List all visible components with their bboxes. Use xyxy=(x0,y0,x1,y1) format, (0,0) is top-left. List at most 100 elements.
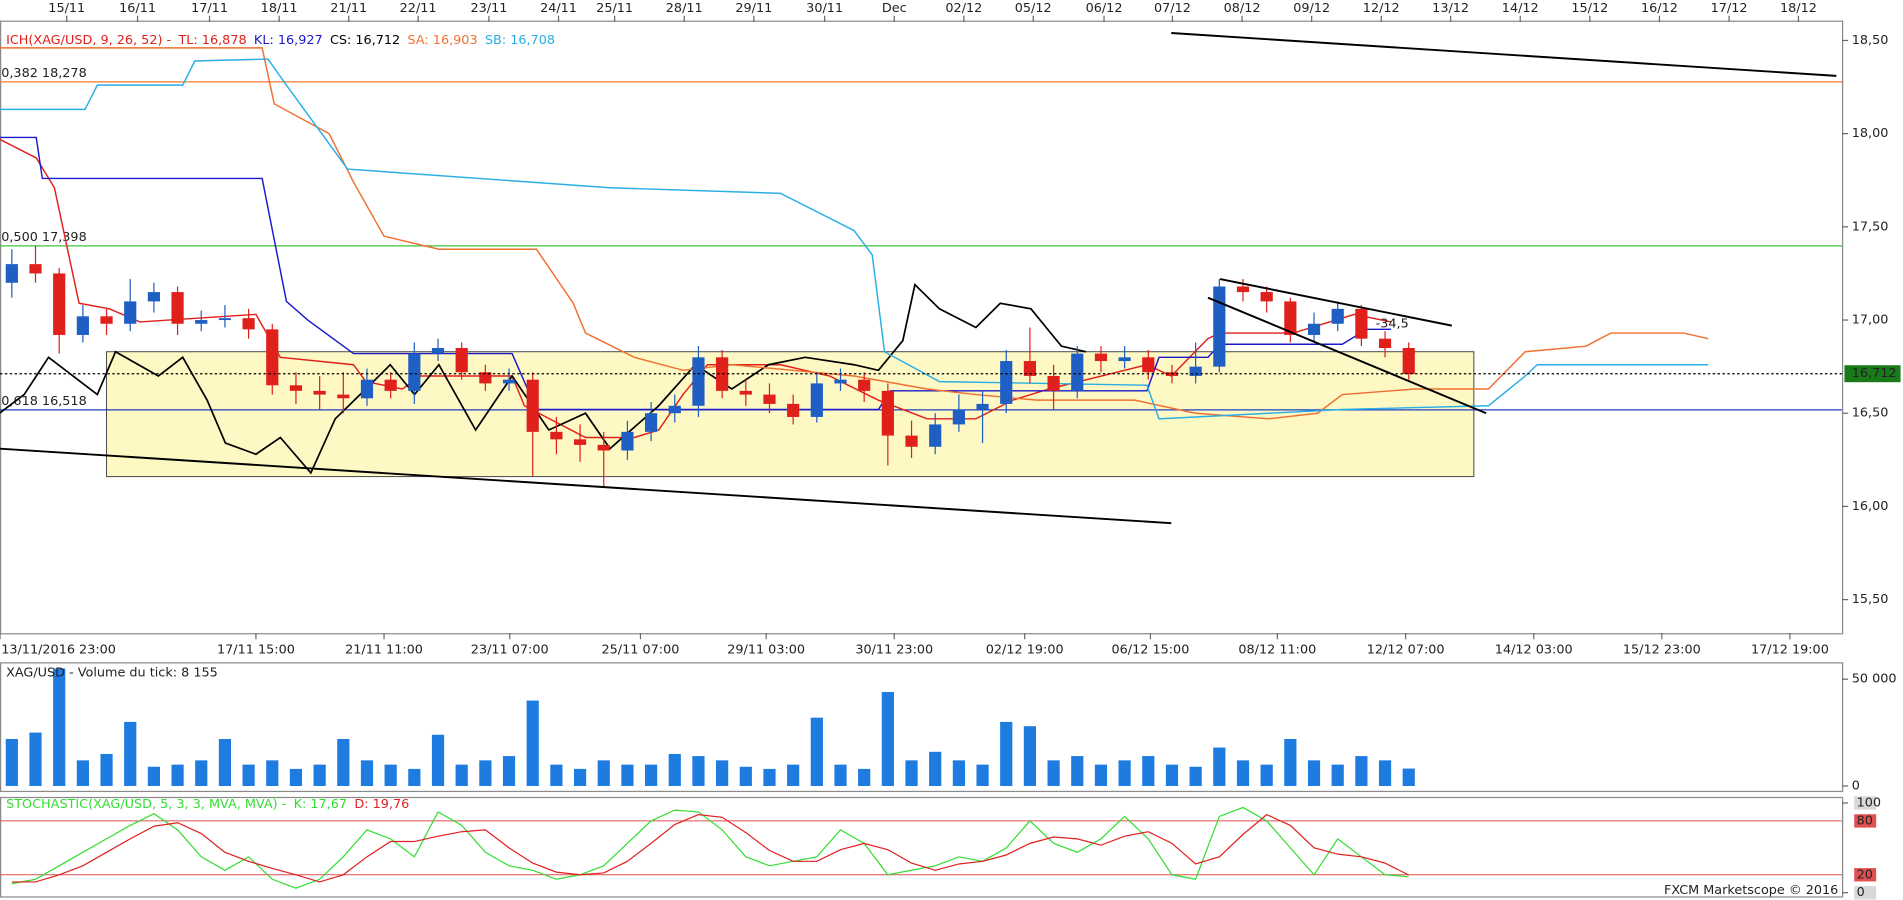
candle-body xyxy=(716,357,729,391)
volume-bar xyxy=(716,760,729,786)
volume-bar xyxy=(1378,760,1392,786)
stochastic-y-tick-label: 20 xyxy=(1857,867,1873,882)
candle-body xyxy=(976,403,989,410)
volume-bar xyxy=(502,756,516,786)
candle-body xyxy=(1000,361,1013,404)
last-price-box xyxy=(1844,365,1901,383)
volume-bar xyxy=(692,756,705,786)
candle-body xyxy=(408,353,421,391)
candle-body xyxy=(337,394,350,399)
candle-body xyxy=(858,379,871,391)
candle-body xyxy=(360,379,374,399)
fibonacci-label: 0,382 18,278 xyxy=(1,66,87,81)
volume-bar xyxy=(76,760,89,786)
volume-bar xyxy=(455,764,468,786)
volume-bar xyxy=(1331,764,1344,786)
volume-bar xyxy=(526,700,539,786)
x-tick-label-top: 15/11 xyxy=(48,1,85,16)
volume-bar xyxy=(266,760,279,786)
x-tick-label-top: 28/11 xyxy=(666,1,703,16)
volume-bar xyxy=(1213,747,1226,786)
volume-bar xyxy=(858,768,871,786)
candle-body xyxy=(384,379,397,391)
x-tick-label-top: 05/12 xyxy=(1015,1,1052,16)
x-tick-label: 14/12 03:00 xyxy=(1495,643,1573,658)
stochastic-tick-box xyxy=(1854,886,1877,900)
candle-body xyxy=(195,320,208,324)
candle-body xyxy=(834,379,847,384)
legend-entry: TL: 16,878 xyxy=(177,33,246,48)
x-tick-label: 21/11 11:00 xyxy=(345,643,423,658)
ichimoku-line xyxy=(0,47,1709,420)
footer: FXCM Marketscope © 2016 xyxy=(1664,883,1838,898)
volume-bar xyxy=(218,739,232,786)
volume-bar xyxy=(739,766,752,786)
trend-line xyxy=(1171,32,1837,77)
candle-body xyxy=(692,357,705,406)
legend-entry: SA: 16,903 xyxy=(408,33,478,48)
volume-bar xyxy=(171,764,184,786)
volume-bar xyxy=(147,766,160,786)
y-tick-label: 17,00 xyxy=(1852,313,1889,328)
candle-body xyxy=(1355,308,1368,339)
x-tick-label: 06/12 15:00 xyxy=(1111,643,1189,658)
volume-bar xyxy=(810,717,823,786)
volume-bar xyxy=(289,768,303,786)
volume-bar xyxy=(1047,760,1060,786)
volume-bar xyxy=(621,764,634,786)
volume-bar xyxy=(976,764,989,786)
y-tick-label: 15,50 xyxy=(1852,592,1889,607)
stochastic-panel-frame xyxy=(0,796,1844,898)
candle-body xyxy=(313,390,326,395)
stochastic-header: STOCHASTIC(XAG/USD, 5, 3, 3, MVA, MVA) -… xyxy=(6,797,409,812)
volume-y-tick-label: 50 000 xyxy=(1852,672,1897,687)
candle-body xyxy=(29,264,42,274)
x-tick-label-top: 18/12 xyxy=(1780,1,1817,16)
volume-bar xyxy=(431,734,445,786)
y-tick-label: 16,00 xyxy=(1852,499,1889,514)
x-tick-label-top: 16/12 xyxy=(1641,1,1678,16)
candle-body xyxy=(597,444,610,451)
x-tick-label: 02/12 19:00 xyxy=(986,643,1064,658)
candle-body xyxy=(668,405,681,414)
volume-bar xyxy=(313,764,326,786)
volume-bar xyxy=(29,732,42,786)
candle-body xyxy=(1213,286,1226,367)
ichimoku-line xyxy=(0,58,1709,420)
stochastic-line xyxy=(11,813,1409,883)
volume-y-tick-label: 0 xyxy=(1852,779,1860,794)
volume-bar xyxy=(1402,768,1415,786)
candle-body xyxy=(1023,361,1037,376)
annotation: -34,5 xyxy=(1376,316,1409,331)
candle-body xyxy=(763,394,776,404)
volume-bar xyxy=(195,760,208,786)
x-tick-label-top: 08/12 xyxy=(1224,1,1261,16)
candle-body xyxy=(218,318,232,321)
y-tick-label: 17,50 xyxy=(1852,219,1889,234)
candle-body xyxy=(929,424,942,447)
candle-body xyxy=(266,329,279,386)
indicator-header: ICH(XAG/USD, 9, 26, 52) - TL: 16,878 KL: 1… xyxy=(6,33,555,48)
x-tick-label-top: 12/12 xyxy=(1363,1,1400,16)
x-tick-label-top: 06/12 xyxy=(1086,1,1123,16)
candle-body xyxy=(171,292,184,324)
x-tick-label: 23/11 07:00 xyxy=(471,643,549,658)
volume-bar xyxy=(929,751,942,786)
stochastic-y-tick-label: 80 xyxy=(1857,813,1873,828)
x-tick-label-top: Dec xyxy=(882,1,907,16)
x-tick-label: 12/12 07:00 xyxy=(1367,643,1445,658)
volume-bar xyxy=(1189,766,1202,786)
last-price-label: 16,712 xyxy=(1852,366,1897,381)
candle-body xyxy=(455,347,468,373)
candle-body xyxy=(1260,292,1273,302)
x-tick-label-top: 25/11 xyxy=(596,1,633,16)
candle-body xyxy=(787,403,800,417)
candle-body xyxy=(621,431,634,451)
volume-bar xyxy=(360,760,374,786)
volume-bar xyxy=(952,760,965,786)
y-tick-label: 18,50 xyxy=(1852,33,1889,48)
trend-line xyxy=(1219,278,1453,327)
volume-title: XAG/USD - Volume du tick: 8 155 xyxy=(6,666,218,681)
volume-bar xyxy=(1000,721,1013,786)
